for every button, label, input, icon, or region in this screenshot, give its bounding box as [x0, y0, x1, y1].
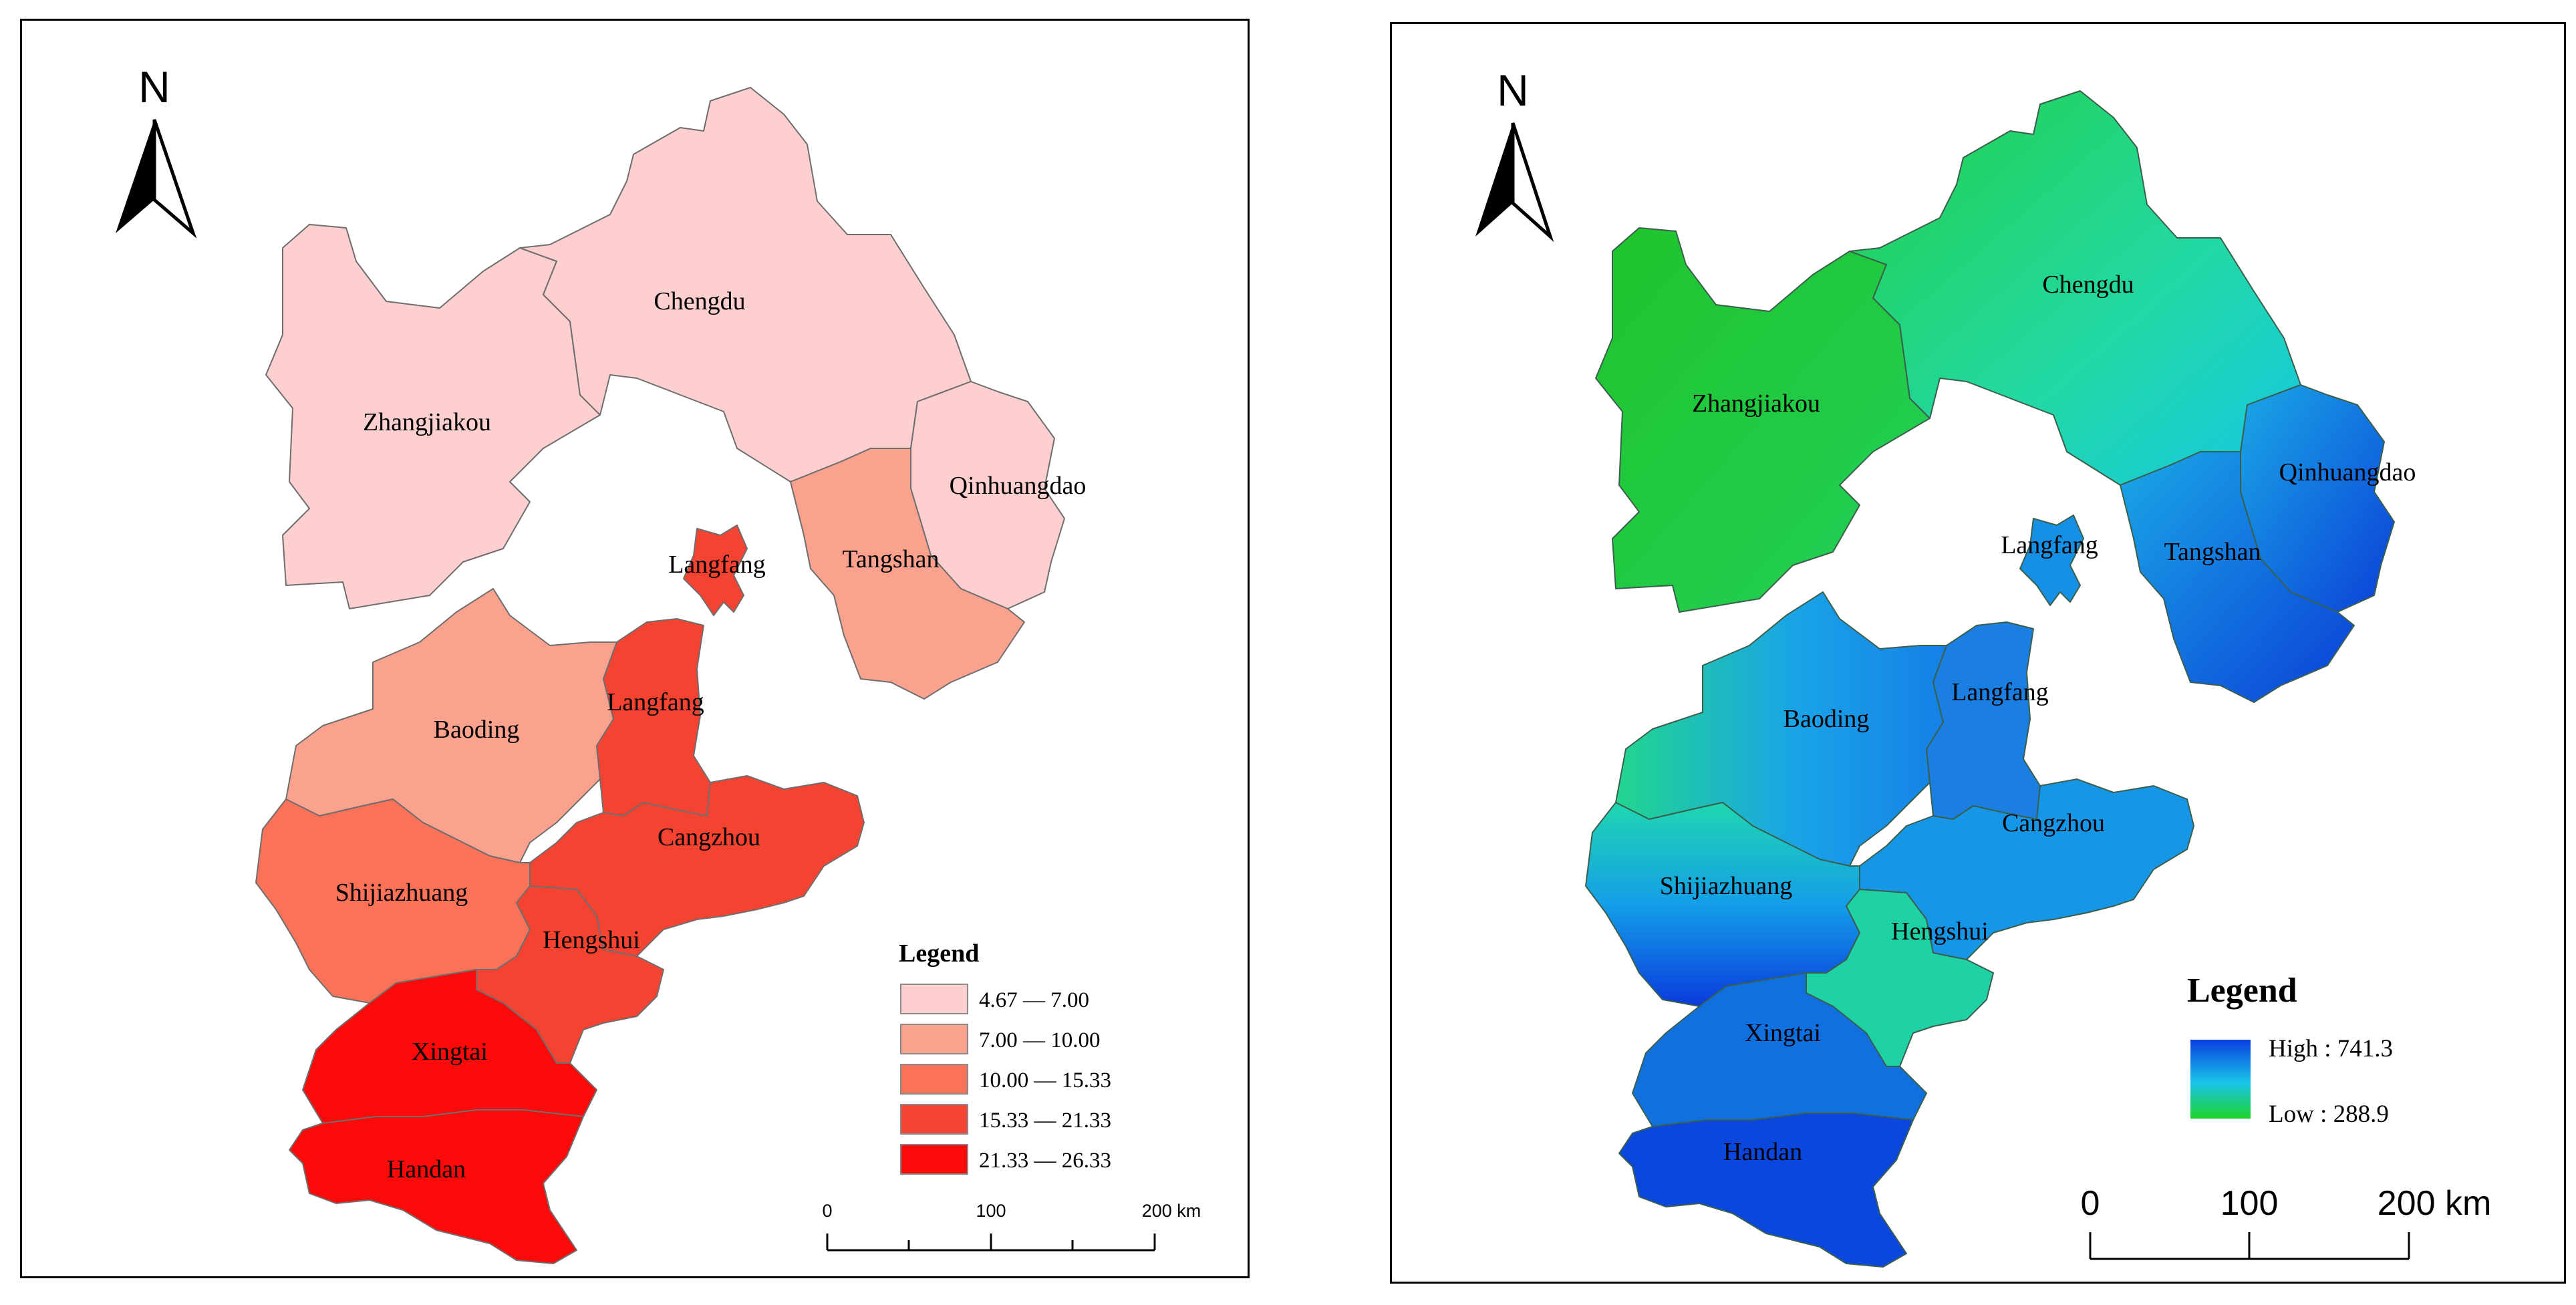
region-qinhuangdao: Qinhuangdao	[2240, 384, 2416, 613]
region-zhangjiakou-shape	[1595, 227, 1930, 613]
raster-map: N Zhangjiakou Chengdu Qinhuangdao Tangsh…	[1475, 65, 2492, 1268]
region-qinhuangdao: Qinhuangdao	[910, 381, 1087, 609]
region-shijiazhuang: Shijiazhuang	[1585, 802, 1860, 1007]
scale-bar-label-200: 200 km	[2378, 1184, 2492, 1223]
region-label-chengdu: Chengdu	[654, 287, 745, 315]
region-handan-shape	[1618, 1113, 1914, 1268]
legend-label: 10.00 — 15.33	[979, 1068, 1111, 1093]
legend-label: 7.00 — 10.00	[979, 1028, 1101, 1052]
legend-low-label: Low : 288.9	[2269, 1101, 2389, 1128]
scale-bar-label-100: 100	[2221, 1184, 2279, 1223]
region-label-cangzhou: Cangzhou	[658, 823, 760, 851]
north-arrow-left-half	[1475, 123, 1513, 237]
raster-map-panel: N Zhangjiakou Chengdu Qinhuangdao Tangsh…	[1390, 22, 2566, 1284]
region-cangzhou: Cangzhou	[1859, 778, 2194, 960]
region-label-handan: Handan	[387, 1155, 466, 1183]
region-label-tangshan: Tangshan	[842, 545, 939, 573]
legend-swatch	[900, 984, 968, 1014]
region-label-baoding: Baoding	[434, 716, 520, 744]
region-tangshan-shape	[2120, 451, 2355, 703]
scale-bar: 0 100 200 km	[822, 1201, 1201, 1252]
legend-title: Legend	[2187, 972, 2297, 1010]
north-arrow-right-half	[152, 119, 197, 239]
legend-item: 21.33 — 26.33	[900, 1144, 1111, 1175]
region-cangzhou-shape	[1859, 778, 2194, 960]
scale-bar-label-100: 100	[976, 1201, 1006, 1221]
region-langfang-north-shape	[683, 525, 748, 616]
region-label-langfang-south: Langfang	[607, 688, 704, 716]
legend-swatch	[900, 1024, 968, 1054]
region-handan-shape	[289, 1109, 584, 1264]
scale-bar: 0 100 200 km	[2081, 1184, 2492, 1260]
legend-item: 10.00 — 15.33	[900, 1064, 1111, 1095]
legend-label: 15.33 — 21.33	[979, 1109, 1111, 1133]
region-label-qinhuangdao: Qinhuangdao	[2279, 458, 2416, 486]
region-handan: Handan	[289, 1109, 584, 1264]
choropleth-map: N Zhangjiakou Chengdu Qinhuangdao Tangsh…	[116, 62, 1201, 1264]
region-label-handan: Handan	[1723, 1138, 1802, 1166]
region-xingtai-shape	[1632, 972, 1927, 1127]
region-xingtai: Xingtai	[302, 969, 597, 1124]
region-label-tangshan: Tangshan	[2164, 538, 2261, 566]
north-arrow-left-half	[116, 120, 154, 233]
scale-bar-label-200: 200 km	[1142, 1201, 1201, 1221]
legend-label: 4.67 — 7.00	[979, 988, 1089, 1012]
region-label-langfang-south: Langfang	[1951, 678, 2049, 706]
legend-label: 21.33 — 26.33	[979, 1149, 1111, 1173]
region-label-xingtai: Xingtai	[412, 1038, 488, 1066]
region-chengdu: Chengdu	[519, 87, 972, 482]
region-tangshan-shape	[790, 448, 1025, 700]
legend-swatch	[900, 1064, 968, 1095]
legend-item: 4.67 — 7.00	[900, 984, 1089, 1014]
north-arrow-letter: N	[138, 62, 170, 112]
choropleth-legend: Legend 4.67 — 7.00 7.00 — 10.00 10.00 — …	[899, 939, 1111, 1175]
legend-swatch	[900, 1104, 968, 1135]
legend-color-ramp	[2190, 1040, 2251, 1119]
region-langfang-north-shape	[2019, 515, 2084, 606]
region-zhangjiakou: Zhangjiakou	[265, 224, 601, 609]
region-langfang-south: Langfang	[596, 618, 711, 817]
scale-bar-label-0: 0	[822, 1201, 832, 1221]
region-xingtai-shape	[302, 969, 597, 1124]
scale-bar-label-0: 0	[2081, 1184, 2100, 1223]
north-arrow-icon: N	[1475, 65, 1554, 243]
region-label-shijiazhuang: Shijiazhuang	[1660, 872, 1792, 900]
region-label-qinhuangdao: Qinhuangdao	[950, 472, 1087, 500]
legend-item: 7.00 — 10.00	[900, 1024, 1101, 1054]
raster-legend: Legend High : 741.3 Low : 288.9	[2187, 972, 2393, 1128]
region-label-langfang-north: Langfang	[668, 551, 766, 579]
region-shijiazhuang: Shijiazhuang	[255, 799, 531, 1004]
north-arrow-letter: N	[1497, 65, 1529, 115]
region-label-hengshui: Hengshui	[1891, 917, 1989, 946]
region-xingtai: Xingtai	[1632, 972, 1927, 1127]
region-label-zhangjiakou: Zhangjiakou	[1692, 390, 1820, 418]
region-label-chengdu: Chengdu	[2042, 271, 2134, 299]
region-label-baoding: Baoding	[1783, 705, 1870, 733]
region-tangshan: Tangshan	[2120, 451, 2355, 703]
legend-swatch	[900, 1144, 968, 1175]
region-label-cangzhou: Cangzhou	[2002, 809, 2105, 837]
region-label-langfang-north: Langfang	[2001, 531, 2098, 559]
north-arrow-icon: N	[116, 62, 197, 239]
region-cangzhou-shape	[529, 775, 865, 957]
region-langfang-north: Langfang	[2001, 515, 2098, 606]
region-label-zhangjiakou: Zhangjiakou	[363, 408, 491, 436]
region-label-xingtai: Xingtai	[1745, 1019, 1821, 1047]
region-zhangjiakou-shape	[265, 224, 601, 609]
region-label-shijiazhuang: Shijiazhuang	[335, 879, 468, 907]
choropleth-map-panel: N Zhangjiakou Chengdu Qinhuangdao Tangsh…	[20, 19, 1250, 1278]
region-label-hengshui: Hengshui	[543, 926, 640, 954]
legend-item: 15.33 — 21.33	[900, 1104, 1111, 1135]
north-arrow-right-half	[1511, 122, 1554, 243]
legend-high-label: High : 741.3	[2269, 1035, 2393, 1062]
region-langfang-north: Langfang	[668, 525, 766, 616]
region-langfang-south: Langfang	[1926, 621, 2049, 820]
region-handan: Handan	[1618, 1113, 1914, 1268]
legend-title: Legend	[899, 939, 979, 968]
region-baoding: Baoding	[1615, 591, 1947, 867]
region-zhangjiakou: Zhangjiakou	[1595, 227, 1930, 613]
region-cangzhou: Cangzhou	[529, 775, 865, 957]
region-tangshan: Tangshan	[790, 448, 1025, 700]
